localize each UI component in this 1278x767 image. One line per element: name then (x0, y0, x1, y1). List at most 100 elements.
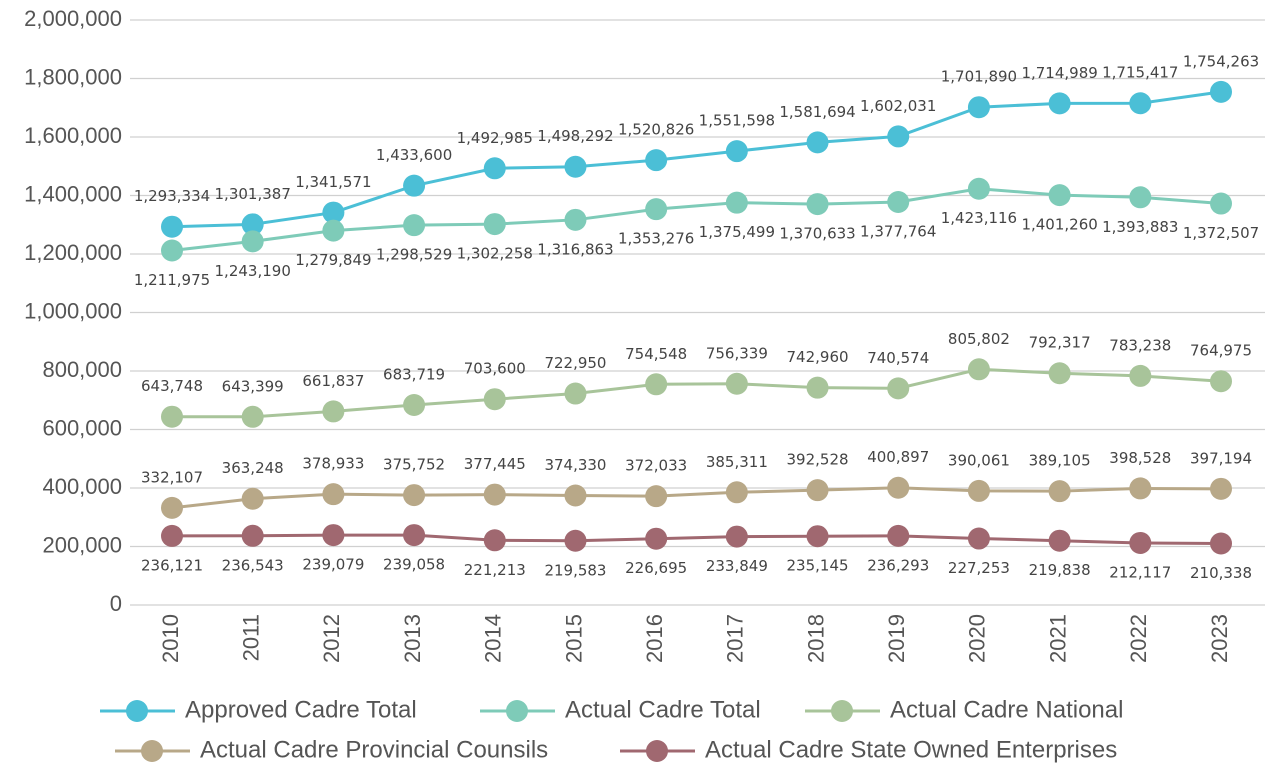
data-point (564, 155, 587, 178)
y-tick-label: 2,000,000 (24, 6, 122, 31)
data-point (1129, 531, 1152, 554)
legend-marker (831, 700, 853, 722)
data-label: 398,528 (1109, 449, 1171, 467)
y-tick-label: 1,400,000 (24, 181, 122, 206)
data-label: 375,752 (383, 456, 445, 474)
legend-marker (141, 740, 163, 762)
data-label: 1,551,598 (699, 112, 775, 130)
x-tick-label: 2012 (319, 614, 344, 663)
data-point (483, 388, 506, 411)
data-point (967, 177, 990, 200)
data-label: 390,061 (948, 451, 1010, 469)
data-point (1210, 477, 1232, 500)
x-tick-label: 2014 (481, 614, 506, 663)
data-point (241, 213, 264, 236)
data-point (725, 191, 748, 214)
data-label: 1,293,334 (134, 187, 210, 205)
data-point (967, 96, 990, 119)
data-label: 400,897 (867, 448, 929, 466)
data-label: 703,600 (464, 360, 526, 378)
data-label: 740,574 (867, 349, 929, 367)
data-label: 1,301,387 (215, 185, 291, 203)
x-tick-label: 2021 (1045, 614, 1070, 663)
data-point (483, 213, 506, 236)
y-tick-label: 1,000,000 (24, 298, 122, 323)
data-label: 783,238 (1109, 336, 1171, 354)
data-label: 805,802 (948, 330, 1010, 348)
data-point (161, 496, 183, 519)
data-point (887, 524, 910, 547)
x-tick-label: 2017 (723, 614, 748, 663)
y-tick-label: 1,800,000 (24, 64, 122, 89)
data-label: 1,433,600 (376, 146, 452, 164)
x-tick-label: 2023 (1207, 614, 1232, 663)
data-point (1129, 186, 1152, 209)
data-label: 210,338 (1190, 564, 1252, 582)
data-point (887, 191, 910, 214)
data-label: 742,960 (787, 348, 849, 366)
data-label: 226,695 (625, 559, 687, 577)
data-label: 1,520,826 (618, 121, 694, 139)
x-tick-label: 2016 (642, 614, 667, 663)
data-label: 756,339 (706, 344, 768, 362)
series-line (171, 486, 1222, 510)
data-point (1048, 362, 1071, 385)
data-point (322, 400, 345, 423)
data-point (161, 524, 183, 547)
data-label: 1,498,292 (537, 127, 613, 145)
legend-label: Approved Cadre Total (185, 696, 417, 723)
data-point (241, 230, 264, 253)
data-label: 1,401,260 (1021, 216, 1097, 234)
data-point (967, 479, 990, 502)
data-point (725, 140, 748, 163)
data-point (241, 405, 264, 428)
data-point (403, 394, 426, 417)
data-label: 661,837 (302, 372, 364, 390)
data-point (806, 525, 829, 548)
y-tick-label: 800,000 (42, 357, 122, 382)
data-point (645, 149, 668, 172)
data-point (483, 157, 506, 180)
data-label: 392,528 (787, 451, 849, 469)
data-point (967, 527, 990, 550)
data-label: 1,715,417 (1102, 64, 1178, 82)
y-tick-label: 0 (110, 591, 122, 616)
series-line (171, 187, 1222, 252)
data-label: 389,105 (1029, 452, 1091, 470)
data-label: 1,316,863 (537, 240, 613, 258)
data-label: 235,145 (787, 557, 849, 575)
data-label: 236,543 (222, 556, 284, 574)
legend-marker (646, 740, 668, 762)
data-point (1129, 364, 1152, 387)
data-point (645, 373, 668, 396)
data-label: 219,838 (1029, 561, 1091, 579)
data-label: 385,311 (706, 453, 768, 471)
data-label: 1,581,694 (779, 103, 855, 121)
data-point (161, 405, 183, 428)
data-label: 1,375,499 (699, 223, 775, 241)
series-line (171, 533, 1222, 545)
data-label: 1,492,985 (457, 129, 533, 147)
data-label: 1,211,975 (134, 271, 210, 289)
data-point (564, 208, 587, 231)
data-point (403, 524, 426, 547)
data-label: 363,248 (222, 459, 284, 477)
legend-label: Actual Cadre Provincial Counsils (200, 736, 548, 763)
data-point (645, 527, 668, 550)
x-tick-label: 2015 (561, 614, 586, 663)
data-label: 1,377,764 (860, 223, 936, 241)
data-point (322, 219, 345, 242)
x-tick-label: 2019 (884, 614, 909, 663)
data-label: 1,370,633 (779, 225, 855, 243)
data-label: 236,293 (867, 556, 929, 574)
data-label: 1,279,849 (295, 251, 371, 269)
data-label: 764,975 (1190, 342, 1252, 360)
data-label: 1,393,883 (1102, 218, 1178, 236)
y-tick-label: 400,000 (42, 474, 122, 499)
data-point (1048, 529, 1071, 552)
x-tick-label: 2022 (1126, 614, 1151, 663)
y-tick-label: 1,200,000 (24, 240, 122, 265)
data-label: 219,583 (544, 561, 606, 579)
data-point (1210, 532, 1232, 555)
